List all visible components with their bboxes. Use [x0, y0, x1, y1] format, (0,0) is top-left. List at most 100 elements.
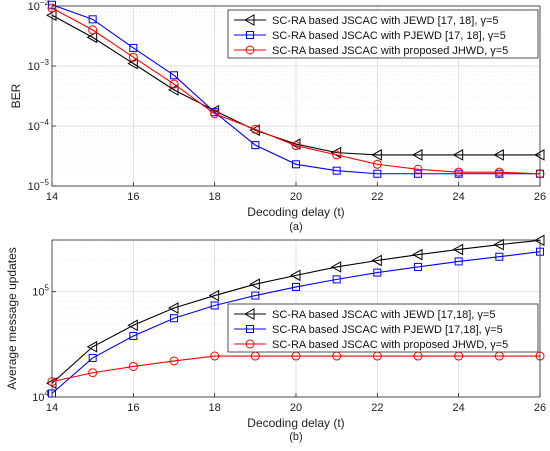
data-point	[414, 262, 422, 271]
data-point	[291, 141, 301, 151]
y-tick-label: 104	[32, 389, 49, 404]
data-point	[454, 257, 463, 266]
data-point	[533, 149, 545, 161]
data-point	[170, 314, 178, 323]
panel-a-ber-chart: 14 16 18 20 22 24 26 10−5 10−4 10−3 10−2 Decoding d…	[9, 0, 546, 233]
data-point	[88, 25, 98, 35]
series-3	[47, 351, 545, 387]
legend-label: SC-RA based JSCAC with proposed JHWD, γ=…	[272, 339, 508, 351]
data-point	[371, 149, 382, 161]
x-tick-label: 26	[534, 191, 546, 203]
data-point	[88, 15, 97, 24]
x-tick-label: 18	[209, 191, 221, 203]
data-point	[332, 150, 342, 160]
data-point	[88, 353, 97, 362]
series-line	[51, 239, 541, 384]
x-tick-label: 14	[46, 191, 58, 203]
x-tick-label: 16	[127, 191, 139, 203]
legend-marker	[243, 14, 255, 26]
series-line	[51, 251, 541, 394]
data-point	[494, 167, 504, 177]
data-point	[127, 319, 138, 332]
data-point	[250, 124, 260, 134]
data-point	[292, 282, 300, 291]
panel-caption: (b)	[289, 431, 302, 443]
y-axis-label: BER	[9, 83, 23, 108]
data-point	[411, 149, 423, 161]
data-point	[86, 31, 98, 44]
data-point	[129, 331, 138, 340]
y-tick-label: 10−5	[28, 178, 50, 193]
data-point	[249, 278, 260, 291]
data-point	[332, 166, 341, 175]
y-tick-label: 10−4	[28, 118, 50, 133]
panel-caption: (a)	[289, 221, 302, 233]
legend-entry: SC-RA based JSCAC with proposed JHWD, γ=…	[234, 339, 508, 351]
legend-entry: SC-RA based JSCAC with PJEWD [17,18], γ=…	[234, 324, 503, 336]
data-point	[411, 248, 423, 261]
x-axis-label: Decoding delay (t)	[247, 205, 344, 219]
data-point	[128, 52, 138, 62]
x-tick-label: 22	[371, 191, 383, 203]
x-tick-label: 24	[453, 402, 465, 414]
legend-label: SC-RA based JSCAC with PJEWD [17, 18], γ…	[272, 30, 506, 42]
data-point	[330, 261, 342, 273]
data-point	[210, 301, 219, 310]
data-point	[373, 268, 382, 277]
legend-marker	[243, 308, 255, 320]
legend-marker	[246, 325, 254, 333]
data-point	[452, 149, 464, 161]
data-point	[493, 238, 504, 251]
legend-label: SC-RA based JSCAC with proposed JHWD, γ=…	[272, 45, 508, 57]
panel-b-message-updates-chart: 14 16 18 20 22 24 26 104 105 Decoding delay (t) Av…	[5, 234, 546, 443]
legend-box	[227, 303, 539, 353]
data-point	[452, 243, 464, 256]
data-point	[169, 356, 179, 366]
data-point	[414, 169, 422, 178]
legend-marker	[245, 45, 255, 55]
x-tick-label: 18	[209, 402, 221, 414]
data-point	[45, 9, 57, 22]
data-point	[170, 71, 178, 80]
x-tick-label: 16	[127, 402, 139, 414]
data-point	[289, 269, 301, 282]
series-1	[45, 234, 545, 390]
x-tick-label: 24	[453, 191, 465, 203]
legend-entry: SC-RA based JSCAC with JEWD [17,18], γ=5	[234, 308, 495, 321]
data-point	[210, 109, 220, 119]
series-line	[51, 4, 540, 175]
legend-label: SC-RA based JSCAC with JEWD [17,18], γ=5	[272, 309, 495, 321]
data-point	[251, 141, 260, 150]
data-point	[251, 291, 260, 300]
y-tick-label: 10−2	[28, 0, 50, 13]
data-point	[454, 167, 464, 177]
data-point	[167, 302, 179, 314]
data-point	[292, 160, 300, 169]
data-point	[210, 351, 220, 361]
data-point	[413, 164, 423, 174]
data-point	[533, 234, 545, 247]
data-point	[372, 159, 382, 169]
series-line	[51, 7, 541, 175]
legend-box	[227, 9, 539, 59]
y-tick-label: 10−3	[28, 58, 50, 73]
series-line	[51, 14, 540, 156]
legend-label: SC-RA based JSCAC with JEWD [17, 18], γ=…	[272, 15, 499, 27]
data-point	[129, 43, 138, 52]
y-axis-label: Average message updates	[5, 247, 19, 390]
data-point	[332, 275, 341, 284]
series-line	[51, 355, 540, 383]
legend-entry: SC-RA based JSCAC with JEWD [17, 18], γ=…	[234, 14, 499, 27]
data-point	[167, 84, 179, 96]
data-point	[373, 169, 382, 178]
data-point	[88, 368, 98, 378]
x-tick-label: 20	[290, 402, 302, 414]
data-point	[495, 252, 504, 261]
legend-label: SC-RA based JSCAC with PJEWD [17,18], γ=…	[272, 324, 503, 336]
data-point	[169, 79, 179, 89]
legend: SC-RA based JSCAC with JEWD [17,18], γ=5…	[227, 303, 539, 353]
series-2	[48, 247, 544, 398]
x-tick-label: 14	[46, 402, 58, 414]
data-point	[128, 361, 138, 371]
